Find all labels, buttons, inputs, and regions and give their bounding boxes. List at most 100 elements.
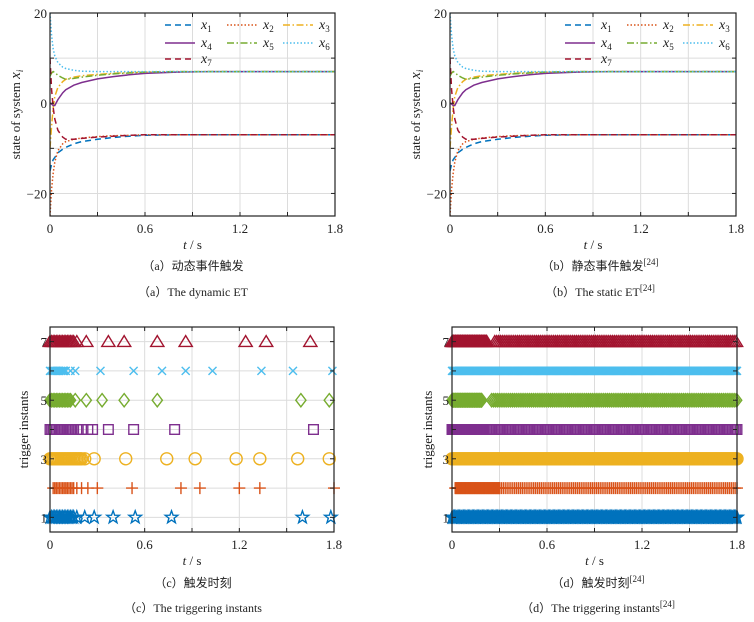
legend: x1 x2 x3 x4 x5 x6 x7 <box>565 18 730 68</box>
agent-3-triggers <box>43 452 336 466</box>
legend-label-x1: x1 <box>600 18 612 34</box>
diamond-marker <box>294 392 307 408</box>
cross-marker <box>208 366 218 376</box>
trigger-markers <box>41 334 340 525</box>
agent-6-triggers <box>447 366 742 376</box>
cross-marker <box>181 366 191 376</box>
agent-5-triggers <box>446 392 743 408</box>
agent-5-triggers <box>44 392 336 408</box>
agent-6-triggers <box>45 366 337 376</box>
x-tick-label: 0.6 <box>537 221 554 236</box>
series-line-x4 <box>450 70 736 107</box>
x-tick-label: 0 <box>449 537 456 552</box>
square-marker <box>76 424 88 436</box>
circle-marker <box>119 452 133 466</box>
series-line-x7 <box>450 58 736 141</box>
series-line-x5 <box>450 70 736 81</box>
cross-marker <box>288 366 298 376</box>
x-tick-label: 0 <box>47 221 54 236</box>
chart-a: x1 x2 x3 x4 x5 x6 x7 0 0.6 1.2 1.8 −20 0 20 t / s state… <box>8 6 343 299</box>
x-tick-label: 1.2 <box>634 537 650 552</box>
legend-label-x3: x3 <box>318 18 330 34</box>
circle-marker <box>229 452 243 466</box>
triangle-marker <box>177 334 194 348</box>
square-marker <box>169 424 181 436</box>
legend-label-x4: x4 <box>200 36 212 52</box>
plus-marker <box>233 482 246 495</box>
y-tick-label: 20 <box>34 6 47 21</box>
diamond-marker <box>724 392 737 408</box>
series-line-x3 <box>450 70 736 149</box>
y-tick-label: 20 <box>434 6 447 21</box>
cross-marker <box>129 366 139 376</box>
diamond-marker <box>96 392 109 408</box>
diamond-marker <box>118 392 131 408</box>
triangle-marker <box>78 334 95 348</box>
series-lines <box>450 13 736 216</box>
circle-marker <box>160 452 174 466</box>
y-tick-label: 0 <box>41 96 48 111</box>
cross-marker <box>256 366 266 376</box>
series-line-x6 <box>450 13 736 73</box>
star-marker <box>294 508 311 525</box>
legend-label-x5: x5 <box>262 36 274 52</box>
agent-1-triggers <box>443 508 746 525</box>
triangle-marker <box>728 334 744 348</box>
x-tick-label: 0.6 <box>539 537 556 552</box>
y-axis-label: state of system xi <box>408 69 425 159</box>
caption-chinese: （d）触发时刻[24] <box>551 574 644 590</box>
diamond-marker <box>59 392 72 408</box>
ticks <box>49 13 336 216</box>
legend-label-x3: x3 <box>718 18 730 34</box>
legend-label-x7: x7 <box>200 52 212 68</box>
chart-c: 0 0.6 1.2 1.8 1 3 5 7 t / s trigger instants （c）触发… <box>16 326 342 615</box>
x-tick-label: 1.8 <box>728 221 744 236</box>
cross-marker <box>95 366 105 376</box>
triangle-marker <box>302 334 319 348</box>
agent-1-triggers <box>41 508 340 525</box>
series-line-x1 <box>50 134 335 172</box>
triangle-marker <box>258 334 275 348</box>
plus-marker <box>174 482 187 495</box>
legend-label-x1: x1 <box>200 18 212 34</box>
square-marker <box>128 424 140 436</box>
series-line-x5 <box>50 70 335 81</box>
caption-english: （a）The dynamic ET <box>138 285 249 299</box>
ticks <box>449 13 737 216</box>
cross-marker <box>58 366 68 376</box>
diamond-marker <box>151 392 164 408</box>
caption-chinese: （a）动态事件触发 <box>142 258 243 273</box>
y-tick-label: 3 <box>443 452 450 467</box>
y-tick-label: 1 <box>443 510 450 525</box>
legend-label-x2: x2 <box>262 18 274 34</box>
x-tick-label: 0 <box>447 221 454 236</box>
star-marker <box>126 508 144 525</box>
y-tick-label: 7 <box>443 335 450 350</box>
plus-marker <box>91 482 104 495</box>
y-tick-label: 3 <box>41 452 48 467</box>
chart-d: 0 0.6 1.2 1.8 1 3 5 7 t / s trigger instants （d）触发… <box>420 326 746 615</box>
star-marker <box>163 508 180 525</box>
triangle-marker <box>478 334 495 348</box>
x-axis-label: t / s <box>183 237 202 252</box>
circle-marker <box>188 452 202 466</box>
x-tick-label: 1.2 <box>232 221 248 236</box>
caption-chinese: （b）静态事件触发[24] <box>541 257 658 273</box>
y-tick-label: 0 <box>441 96 448 111</box>
plus-marker <box>253 482 266 495</box>
x-tick-label: 1.2 <box>231 537 247 552</box>
series-line-x6 <box>50 13 335 73</box>
agent-7-triggers <box>42 334 319 348</box>
triangle-marker <box>149 334 166 348</box>
cross-marker <box>157 366 167 376</box>
series-line-x4 <box>50 70 335 107</box>
legend: x1 x2 x3 x4 x5 x6 x7 <box>165 18 330 68</box>
ticks <box>451 327 738 532</box>
caption-english: （b）The static ET[24] <box>545 283 655 299</box>
legend-label-x7: x7 <box>600 52 612 68</box>
triangle-marker <box>68 334 85 348</box>
diamond-marker <box>64 392 77 408</box>
square-marker <box>307 424 319 436</box>
